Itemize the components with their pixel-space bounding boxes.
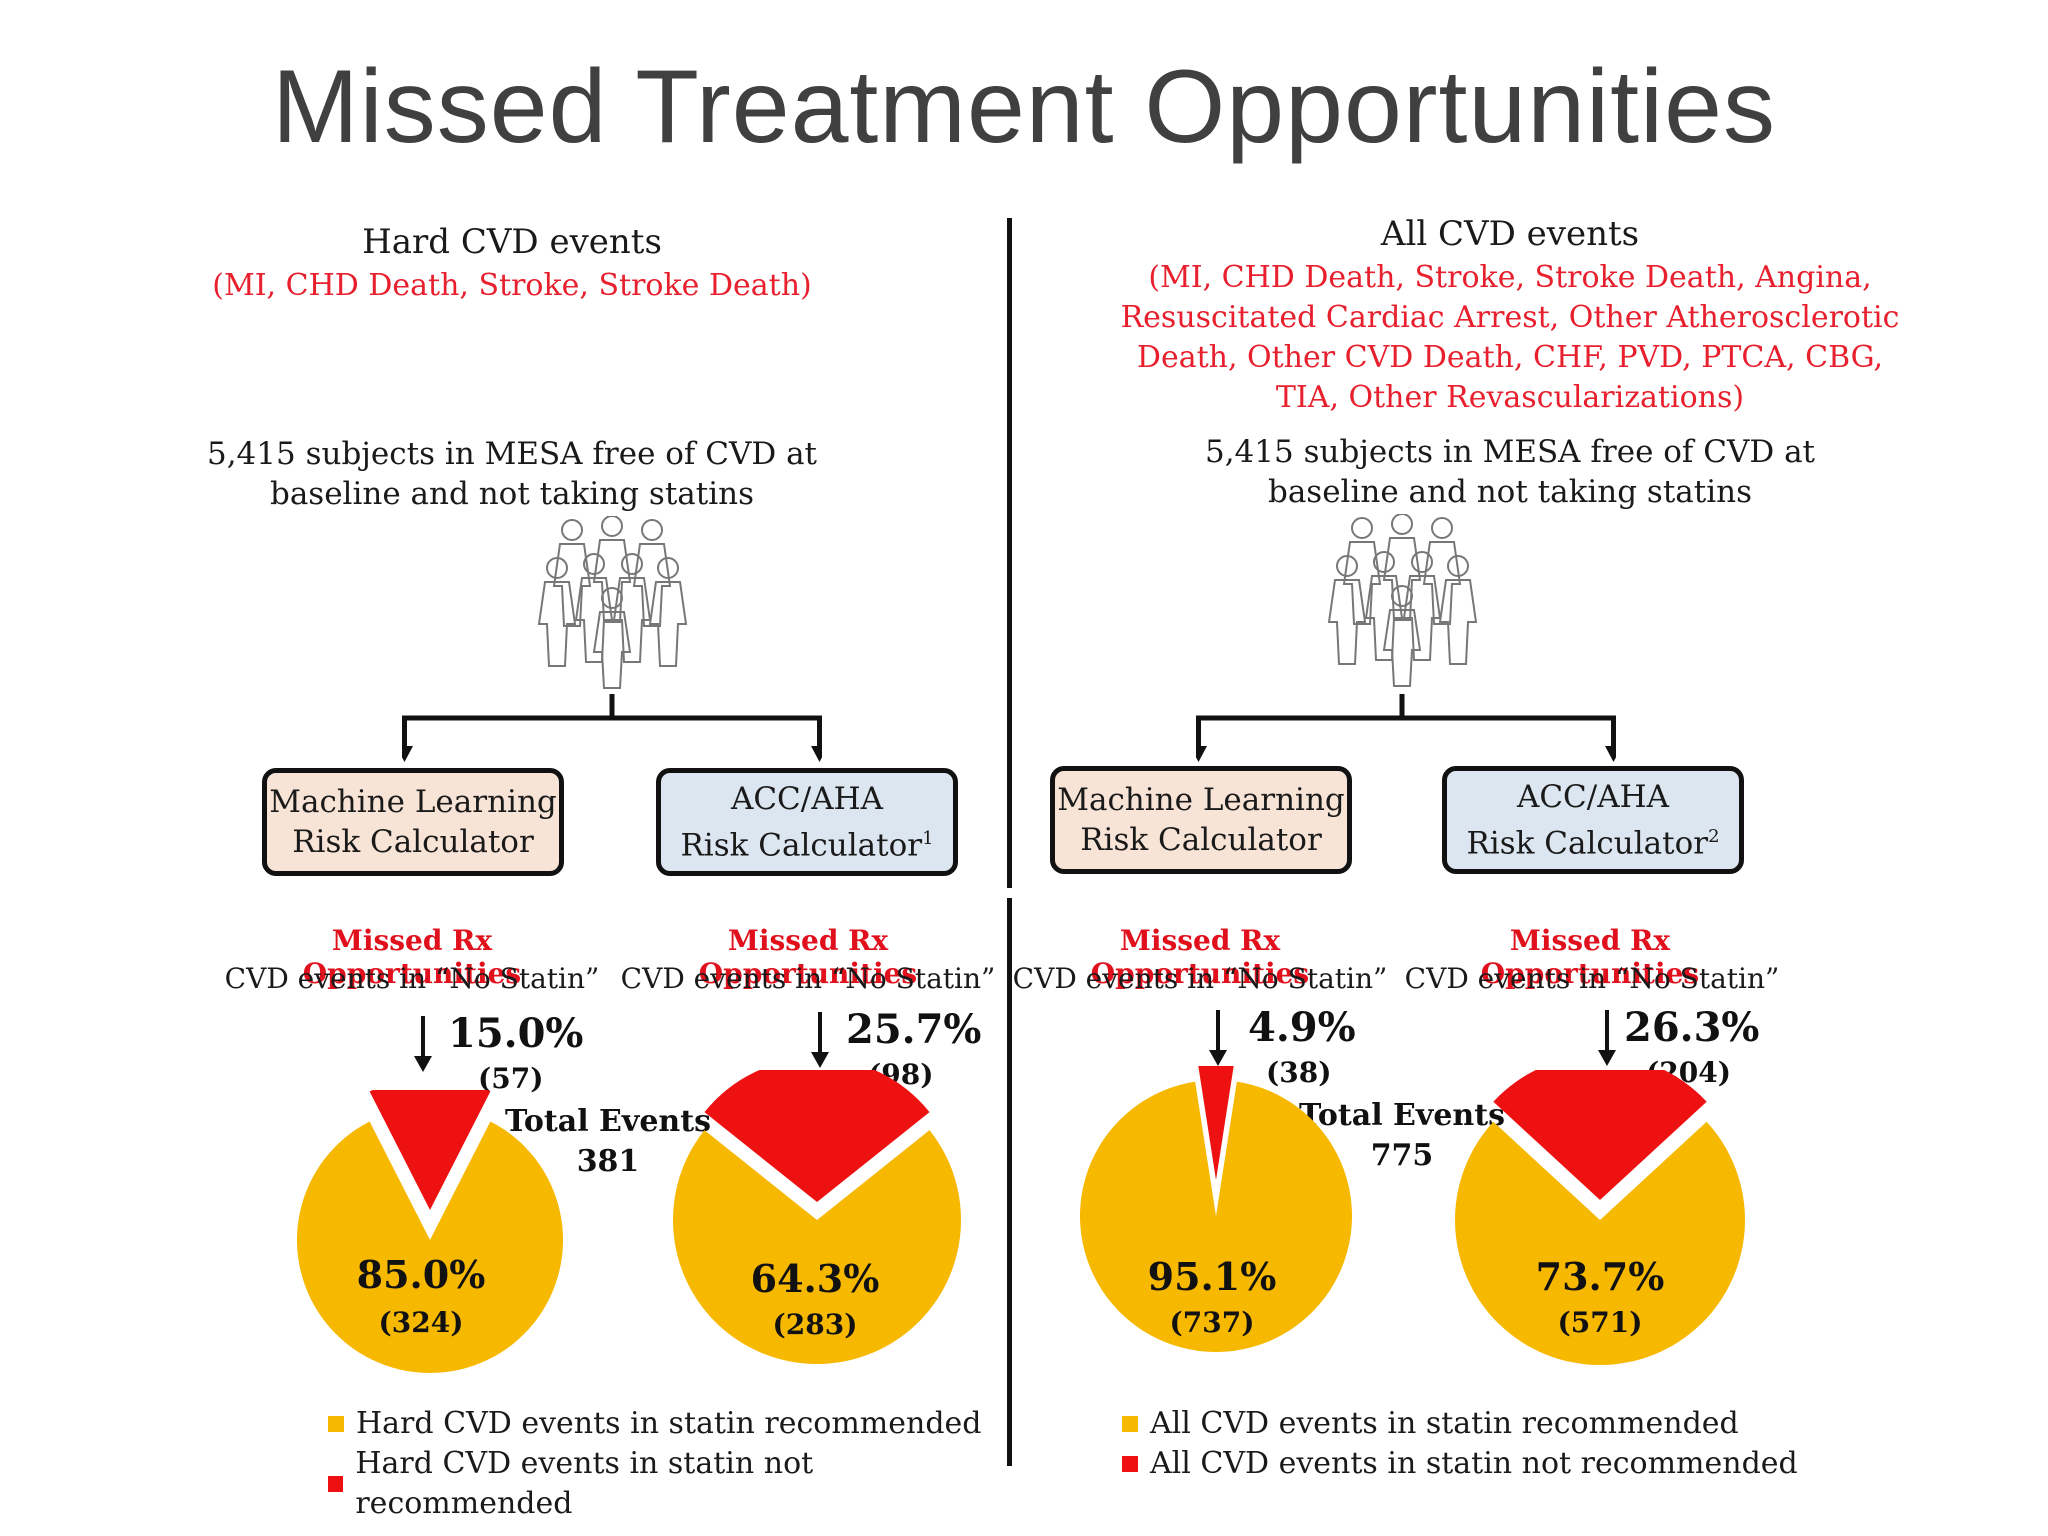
recommended-percent: 64.3% <box>750 1256 880 1301</box>
legend: All CVD events in statin recommended All… <box>1122 1404 1798 1484</box>
pie-slice-not-recommended <box>704 1070 930 1202</box>
event-line: Resuscitated Cardiac Arrest, Other Ather… <box>1120 300 1900 335</box>
recommended-percent: 85.0% <box>356 1252 486 1297</box>
divider-top <box>1007 218 1012 888</box>
ml-risk-calculator-box: Machine Learning Risk Calculator <box>262 768 564 876</box>
event-line: (MI, CHD Death, Stroke, Stroke Death, An… <box>1148 260 1872 295</box>
panel-all-cvd: All CVD events (MI, CHD Death, Stroke, S… <box>1010 0 2010 1536</box>
missed-percent: 26.3% <box>1624 1004 1760 1051</box>
missed-percent: 15.0% <box>448 1010 584 1057</box>
calc-label: Risk Calculator <box>292 824 534 860</box>
legend-label: All CVD events in statin not recommended <box>1150 1446 1798 1481</box>
pie-ml-all <box>1080 1066 1352 1352</box>
recommended-percent: 95.1% <box>1147 1254 1277 1299</box>
missed-rx-heading: Missed Rx Opportunities <box>1090 924 1310 990</box>
legend-item-not-recommended: All CVD events in statin not recommended <box>1122 1444 1798 1484</box>
acc-aha-risk-calculator-box: ACC/AHA Risk Calculator1 <box>656 768 958 876</box>
pie-slice-not-recommended <box>1493 1070 1707 1200</box>
divider-bottom <box>1007 898 1012 1466</box>
no-statin-subheading: CVD events in “No Statin” <box>1404 962 1780 995</box>
recommended-percent: 73.7% <box>1535 1254 1665 1299</box>
legend: Hard CVD events in statin recommended Ha… <box>328 1404 1012 1524</box>
recommended-count: (737) <box>1169 1306 1255 1339</box>
calc-label: Machine Learning <box>1057 782 1345 818</box>
pie-slice-recommended <box>297 1121 563 1373</box>
missed-count: (57) <box>478 1062 544 1095</box>
total-events-value: 381 <box>576 1144 640 1179</box>
legend-swatch <box>1122 1456 1138 1472</box>
subjects-line: 5,415 subjects in MESA free of CVD at <box>1204 434 1816 470</box>
recommended-count: (324) <box>378 1306 464 1339</box>
acc-aha-risk-calculator-box: ACC/AHA Risk Calculator2 <box>1442 766 1744 874</box>
down-arrow-icon <box>414 1016 432 1072</box>
legend-swatch <box>328 1476 344 1492</box>
recommended-count: (571) <box>1557 1306 1643 1339</box>
legend-item-recommended: Hard CVD events in statin recommended <box>328 1404 1012 1444</box>
pie-slice-not-recommended <box>369 1090 491 1210</box>
missed-percent: 4.9% <box>1248 1004 1356 1051</box>
people-group-icon <box>537 516 688 689</box>
panel-title: Hard CVD events <box>362 222 662 262</box>
event-line: Death, Other CVD Death, CHF, PVD, PTCA, … <box>1136 340 1884 375</box>
footnote-mark: 2 <box>1708 825 1720 847</box>
missed-rx-heading: Missed Rx Opportunities <box>698 924 918 990</box>
subjects-line: baseline and not taking statins <box>269 476 755 512</box>
event-line: (MI, CHD Death, Stroke, Stroke Death) <box>212 268 812 303</box>
total-events-value: 775 <box>1370 1138 1434 1173</box>
ml-risk-calculator-box: Machine Learning Risk Calculator <box>1050 766 1352 874</box>
subjects-line: 5,415 subjects in MESA free of CVD at <box>206 436 818 472</box>
total-events: Total Events 381 <box>498 1102 718 1182</box>
subjects-text: 5,415 subjects in MESA free of CVD at ba… <box>1010 432 2010 512</box>
panel-title: All CVD events <box>1380 214 1640 254</box>
calc-label: Machine Learning <box>269 784 557 820</box>
pie-acc-all <box>1455 1070 1745 1365</box>
split-connector <box>1196 694 1616 762</box>
footnote-mark: 1 <box>922 827 934 849</box>
missed-percent: 25.7% <box>846 1006 982 1053</box>
people-group-icon <box>1327 514 1478 687</box>
no-statin-subheading: CVD events in “No Statin” <box>620 962 996 995</box>
legend-item-recommended: All CVD events in statin recommended <box>1122 1404 1798 1444</box>
event-list: (MI, CHD Death, Stroke, Stroke Death, An… <box>1010 258 2010 418</box>
calc-label: Risk Calculator <box>1466 825 1709 862</box>
missed-rx-heading: Missed Rx Opportunities <box>1480 924 1700 990</box>
event-line: TIA, Other Revascularizations) <box>1275 380 1745 415</box>
recommended-count: (283) <box>772 1308 858 1341</box>
calc-label: ACC/AHA <box>1516 778 1670 815</box>
pie-slice-recommended <box>1080 1081 1352 1352</box>
calc-label: Risk Calculator <box>680 827 923 864</box>
pie-slice-recommended <box>673 1130 961 1364</box>
down-arrow-icon <box>1598 1010 1616 1066</box>
event-list: (MI, CHD Death, Stroke, Stroke Death) <box>12 266 1012 306</box>
split-connector <box>402 694 822 762</box>
down-arrow-icon <box>1209 1010 1227 1066</box>
subjects-line: baseline and not taking statins <box>1267 474 1753 510</box>
calc-label: ACC/AHA <box>730 780 884 817</box>
pie-slice-recommended <box>1455 1121 1745 1365</box>
down-arrow-icon <box>811 1012 829 1068</box>
no-statin-subheading: CVD events in “No Statin” <box>224 962 600 995</box>
missed-rx-heading: Missed Rx Opportunities <box>302 924 522 990</box>
legend-label: All CVD events in statin recommended <box>1150 1406 1739 1441</box>
calc-label: Risk Calculator <box>1080 822 1322 858</box>
legend-label: Hard CVD events in statin not recommende… <box>355 1446 814 1521</box>
pie-acc-hard <box>673 1070 961 1364</box>
total-events-label: Total Events <box>1299 1098 1505 1133</box>
missed-count: (38) <box>1266 1056 1332 1089</box>
pie-slice-not-recommended <box>1198 1066 1234 1180</box>
legend-swatch <box>1122 1416 1138 1432</box>
legend-swatch <box>328 1416 344 1432</box>
no-statin-subheading: CVD events in “No Statin” <box>1012 962 1388 995</box>
total-events-label: Total Events <box>505 1104 711 1139</box>
legend-item-not-recommended: Hard CVD events in statin not recommende… <box>328 1444 1012 1524</box>
panel-hard-cvd: Hard CVD events (MI, CHD Death, Stroke, … <box>12 0 1012 1536</box>
pie-ml-hard <box>297 1090 563 1373</box>
slide-title: Missed Treatment Opportunities <box>272 49 1776 165</box>
subjects-text: 5,415 subjects in MESA free of CVD at ba… <box>12 434 1012 514</box>
legend-label: Hard CVD events in statin recommended <box>356 1406 982 1441</box>
total-events: Total Events 775 <box>1292 1096 1512 1176</box>
